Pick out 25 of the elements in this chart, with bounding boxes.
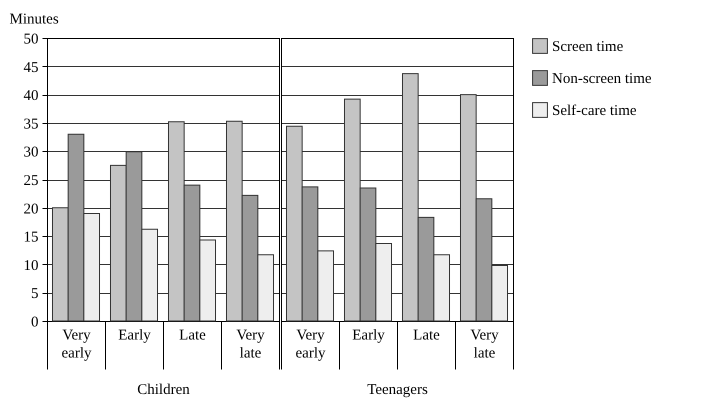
y-tick-label: 5 bbox=[31, 286, 38, 302]
legend-label: Non-screen time bbox=[552, 71, 652, 87]
y-tick-label: 35 bbox=[24, 116, 38, 132]
x-tick-label: Early bbox=[118, 328, 152, 344]
x-tick-label: Very late bbox=[470, 328, 500, 362]
x-tick-label: Early bbox=[352, 328, 386, 344]
y-axis-title: Minutes bbox=[10, 12, 59, 28]
y-tick-label: 10 bbox=[24, 258, 38, 274]
x-axis-title: Children bbox=[137, 382, 190, 398]
x-tick-label: Very late bbox=[236, 328, 266, 362]
x-tick-label: Very early bbox=[62, 328, 92, 362]
x-tick-label: Very early bbox=[296, 328, 326, 362]
y-tick-label: 30 bbox=[24, 144, 38, 161]
x-axis-title: Teenagers bbox=[367, 382, 428, 398]
y-tick-label: 0 bbox=[31, 314, 38, 330]
x-tick-label: Late bbox=[413, 328, 440, 344]
x-tick-label: Late bbox=[179, 328, 206, 344]
y-tick-label: 20 bbox=[24, 201, 38, 218]
legend-label: Self-care time bbox=[552, 103, 637, 119]
legend-label: Screen time bbox=[552, 39, 624, 55]
y-tick-label: 15 bbox=[24, 230, 38, 246]
y-tick-label: 40 bbox=[24, 88, 38, 104]
y-tick-label: 50 bbox=[24, 32, 38, 48]
y-tick-label: 45 bbox=[24, 60, 38, 76]
y-tick-label: 25 bbox=[24, 173, 38, 189]
